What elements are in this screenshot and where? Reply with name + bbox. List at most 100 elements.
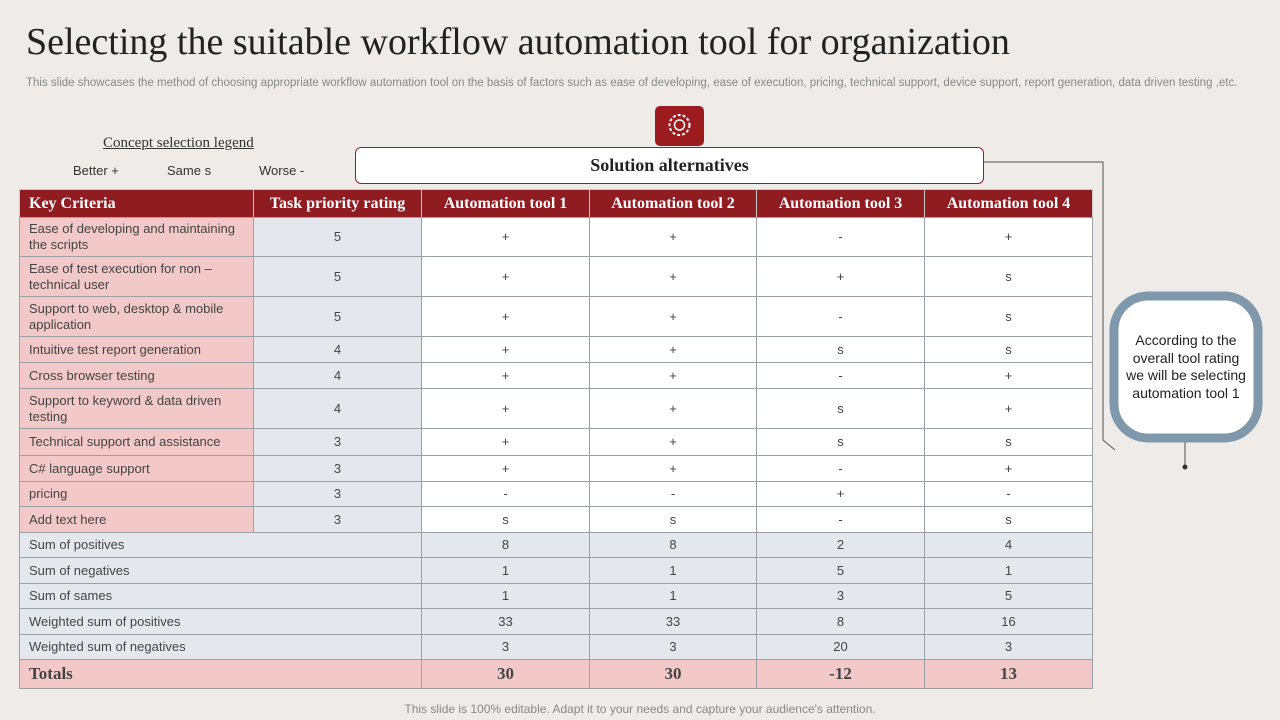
value-cell: 3 (253, 481, 422, 507)
connector-dot (1182, 464, 1188, 470)
connector (984, 161, 1116, 451)
callout-box (1109, 291, 1263, 443)
totals-value: 30 (421, 659, 590, 689)
value-cell: + (924, 455, 1093, 482)
summary-value: 5 (924, 583, 1093, 609)
legend-item: Same s (167, 163, 212, 178)
value-cell: s (924, 296, 1093, 337)
value-cell: + (589, 455, 757, 482)
value-cell: + (421, 388, 590, 429)
header-cell: Automation tool 4 (924, 189, 1093, 218)
criteria-cell: Ease of test execution for non – technic… (19, 256, 254, 297)
summary-label: Sum of sames (19, 583, 422, 609)
value-cell: s (756, 388, 925, 429)
summary-value: 1 (589, 583, 757, 609)
value-cell: + (924, 388, 1093, 429)
totals-value: 13 (924, 659, 1093, 689)
summary-value: 8 (421, 532, 590, 558)
summary-value: 2 (756, 532, 925, 558)
criteria-cell: Intuitive test report generation (19, 336, 254, 363)
legend-item: Worse - (259, 163, 305, 178)
value-cell: + (924, 362, 1093, 389)
footer: This slide is 100% editable. Adapt it to… (404, 702, 876, 716)
value-cell: + (589, 336, 757, 363)
value-cell: + (589, 388, 757, 429)
value-cell: + (421, 256, 590, 297)
summary-value: 33 (421, 608, 590, 635)
value-cell: 5 (253, 217, 422, 257)
summary-label: Sum of positives (19, 532, 422, 558)
value-cell: 4 (253, 362, 422, 389)
value-cell: s (589, 506, 757, 533)
value-cell: - (589, 481, 757, 507)
value-cell: - (924, 481, 1093, 507)
totals-value: -12 (756, 659, 925, 689)
icon-box (655, 106, 704, 146)
summary-value: 1 (421, 583, 590, 609)
value-cell: 3 (253, 428, 422, 456)
value-cell: + (589, 362, 757, 389)
summary-value: 8 (589, 532, 757, 558)
criteria-cell: Support to web, desktop & mobile applica… (19, 296, 254, 337)
value-cell: + (924, 217, 1093, 257)
summary-value: 3 (756, 583, 925, 609)
value-cell: 5 (253, 256, 422, 297)
summary-value: 8 (756, 608, 925, 635)
legend-item: Better + (73, 163, 119, 178)
value-cell: + (421, 217, 590, 257)
value-cell: s (756, 336, 925, 363)
summary-value: 33 (589, 608, 757, 635)
summary-value: 3 (924, 634, 1093, 660)
summary-label: Weighted sum of positives (19, 608, 422, 635)
totals-label: Totals (19, 659, 422, 689)
value-cell: s (421, 506, 590, 533)
value-cell: + (421, 336, 590, 363)
value-cell: 4 (253, 336, 422, 363)
value-cell: + (589, 296, 757, 337)
value-cell: - (756, 217, 925, 257)
value-cell: + (421, 455, 590, 482)
header-cell: Automation tool 3 (756, 189, 925, 218)
summary-value: 3 (589, 634, 757, 660)
totals-value: 30 (589, 659, 757, 689)
title: Selecting the suitable workflow automati… (26, 21, 1010, 63)
value-cell: 5 (253, 296, 422, 337)
value-cell: + (756, 256, 925, 297)
icon (668, 114, 691, 136)
summary-value: 20 (756, 634, 925, 660)
criteria-cell: Cross browser testing (19, 362, 254, 389)
value-cell: - (421, 481, 590, 507)
criteria-cell: Support to keyword & data driven testing (19, 388, 254, 429)
summary-value: 1 (924, 557, 1093, 584)
criteria-cell: Add text here (19, 506, 254, 533)
icon (673, 119, 686, 131)
summary-value: 1 (421, 557, 590, 584)
value-cell: s (924, 428, 1093, 456)
value-cell: - (756, 296, 925, 337)
value-cell: s (924, 336, 1093, 363)
summary-label: Weighted sum of negatives (19, 634, 422, 660)
value-cell: + (589, 428, 757, 456)
value-cell: + (421, 428, 590, 456)
value-cell: + (756, 481, 925, 507)
banner: Solution alternatives (355, 147, 984, 184)
value-cell: + (589, 217, 757, 257)
summary-value: 4 (924, 532, 1093, 558)
value-cell: s (924, 256, 1093, 297)
value-cell: + (589, 256, 757, 297)
value-cell: - (756, 455, 925, 482)
summary-value: 3 (421, 634, 590, 660)
callout-text: According to the overall tool rating we … (1126, 332, 1246, 401)
legend-title: Concept selection legend (103, 135, 254, 151)
summary-label: Sum of negatives (19, 557, 422, 584)
summary-value: 16 (924, 608, 1093, 635)
value-cell: 3 (253, 455, 422, 482)
summary-value: 5 (756, 557, 925, 584)
criteria-cell: C# language support (19, 455, 254, 482)
value-cell: - (756, 362, 925, 389)
value-cell: - (756, 506, 925, 533)
value-cell: 4 (253, 388, 422, 429)
value-cell: 3 (253, 506, 422, 533)
